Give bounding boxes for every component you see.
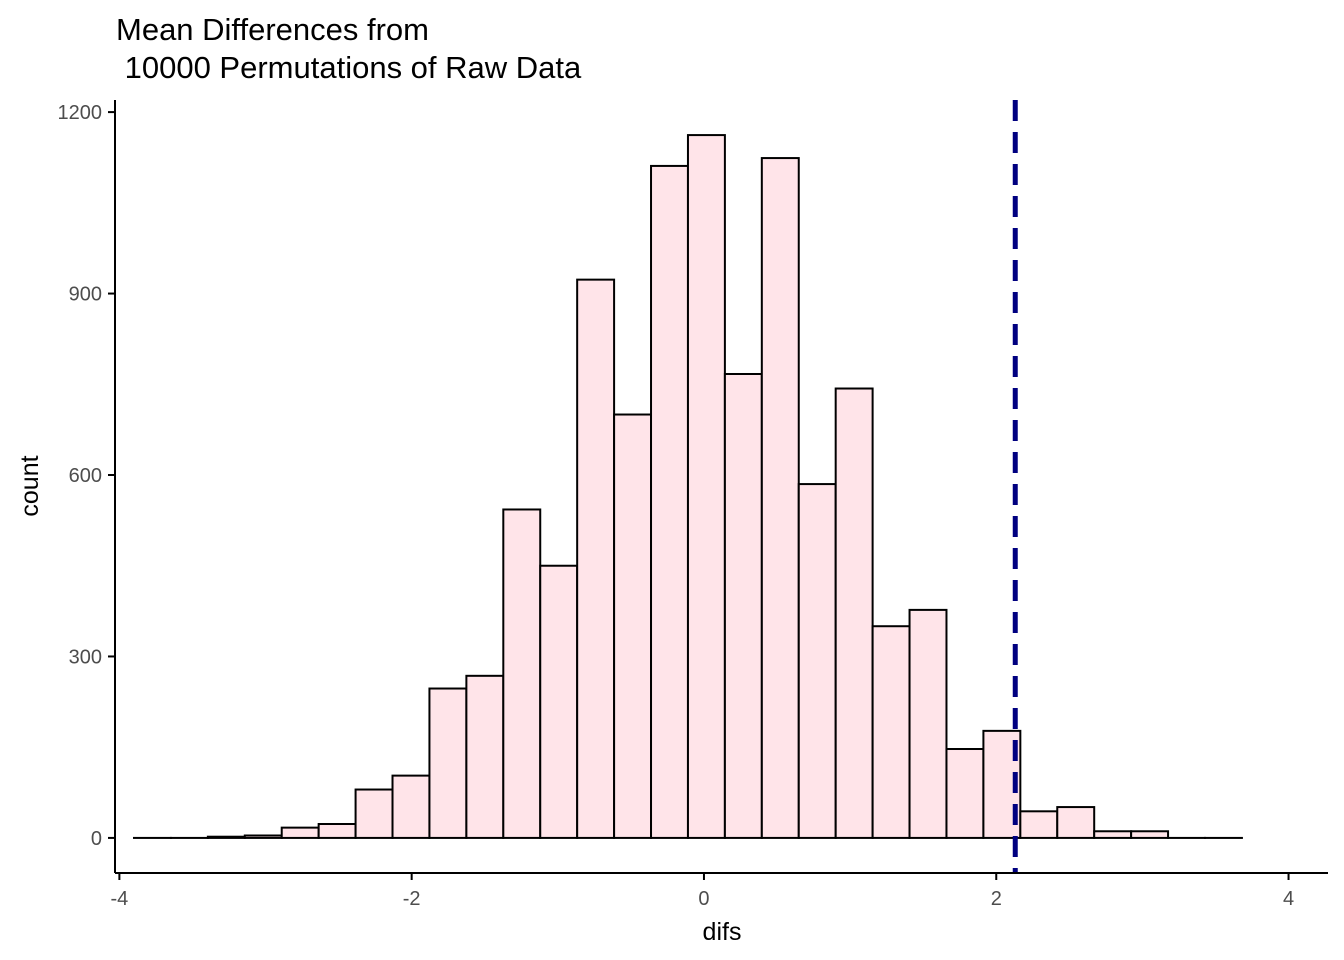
histogram-bar-13 [613, 413, 653, 839]
histogram-bar-14 [650, 164, 689, 839]
histogram-bar-4 [280, 826, 320, 839]
x-tick-label: 4 [1283, 888, 1294, 910]
histogram-bar-11 [539, 564, 579, 839]
histogram-bar-21 [908, 608, 948, 839]
histogram-bar-18 [797, 483, 837, 839]
histogram-bar-27 [1130, 830, 1170, 839]
x-tick-label: 2 [991, 888, 1002, 910]
histogram-bar-25 [1056, 806, 1096, 839]
histogram-bar-26 [1093, 830, 1133, 839]
histogram-bar-5 [317, 823, 357, 839]
histogram-bar-20 [871, 625, 911, 839]
chart-title-line-2: 10000 Permutations of Raw Data [116, 50, 582, 85]
y-tick-label: 0 [91, 828, 102, 850]
y-axis-label: count [16, 455, 44, 516]
histogram-bar-24 [1019, 810, 1059, 839]
histogram-bar-17 [760, 157, 800, 839]
histogram-bar-19 [834, 387, 874, 839]
histogram-bar-16 [723, 372, 763, 839]
y-tick-label: 300 [69, 646, 102, 668]
chart-title-line-1: Mean Differences from [116, 12, 429, 47]
histogram-bar-8 [428, 687, 468, 839]
histogram-bar-3 [243, 834, 283, 839]
histogram-bar-6 [354, 788, 394, 839]
histogram-bar-9 [465, 674, 505, 839]
histogram-bar-22 [945, 748, 985, 839]
histogram-bar-2 [206, 835, 246, 839]
bars-group [132, 134, 1243, 839]
histogram-bar-15 [686, 134, 726, 839]
y-tick-label: 1200 [58, 102, 103, 124]
histogram-bar-10 [502, 508, 542, 839]
y-tick-label: 900 [69, 284, 102, 306]
histogram-bar-12 [576, 278, 616, 839]
x-tick-label: -4 [110, 888, 128, 910]
axes-group: 0 300 600 900 1200 -4 -2 0 2 4 [58, 100, 1328, 910]
y-tick-label: 600 [69, 465, 102, 487]
x-tick-label: 0 [698, 888, 709, 910]
histogram-bar-7 [391, 774, 431, 839]
x-axis-label: difs [703, 918, 742, 946]
x-tick-label: -2 [403, 888, 421, 910]
